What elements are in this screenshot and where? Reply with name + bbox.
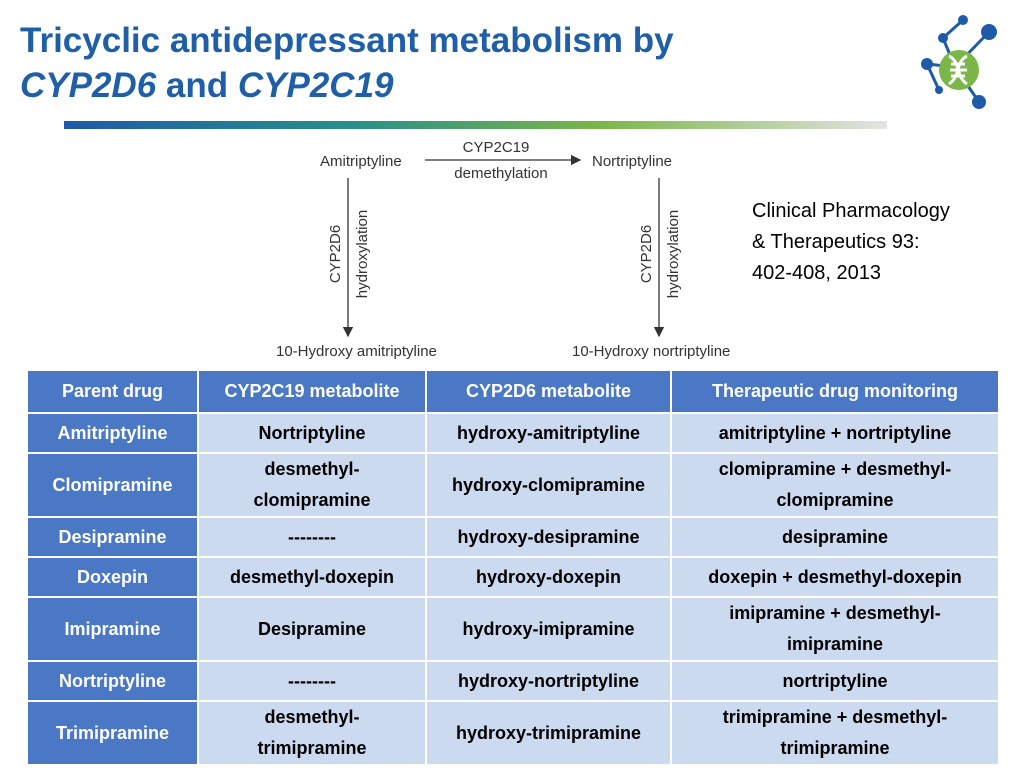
table-row: Desipramine -------- hydroxy-desipramine de… <box>26 516 1000 558</box>
cyp2d6-metabolite-cell: hydroxy-doxepin <box>425 556 672 598</box>
table-row: Doxepin desmethyl-doxepin hydroxy-doxepin d… <box>26 556 1000 598</box>
header-cyp2c19-metabolite: CYP2C19 metabolite <box>197 369 427 414</box>
monitoring-cell: nortriptyline <box>670 660 1000 702</box>
cyp2d6-metabolite-cell: hydroxy-desipramine <box>425 516 672 558</box>
cyp2c19-metabolite-cell: desmethyl-trimipramine <box>197 700 427 766</box>
parent-drug-cell: Doxepin <box>26 556 199 598</box>
header-parent-drug: Parent drug <box>26 369 199 414</box>
parent-drug-cell: Imipramine <box>26 596 199 662</box>
monitoring-cell: trimipramine + desmethyl-trimipramine <box>670 700 1000 766</box>
table-row: Imipramine Desipramine hydroxy-imipramine i… <box>26 596 1000 662</box>
metabolism-diagram: Amitriptyline CYP2C19 demethylation Nort… <box>276 139 730 360</box>
cyp2d6-metabolite-cell: hydroxy-clomipramine <box>425 452 672 518</box>
diagram-hydroxy-demethylated-label: 10-Hydroxy nortriptyline <box>572 343 730 360</box>
table-row: Amitriptyline Nortriptyline hydroxy-amitri… <box>26 412 1000 454</box>
title-gene-cyp2c19: CYP2C19 <box>237 66 394 105</box>
cyp2d6-metabolite-cell: hydroxy-nortriptyline <box>425 660 672 702</box>
table-row: Clomipramine desmethyl-clomipramine hydrox… <box>26 452 1000 518</box>
monitoring-cell: desipramine <box>670 516 1000 558</box>
cyp2c19-metabolite-cell: desmethyl-clomipramine <box>197 452 427 518</box>
diagram-top-enzyme: CYP2C19 <box>463 139 530 156</box>
left-side-enzyme: CYP2D6 <box>327 225 344 283</box>
diagram-parent-label: Amitriptyline <box>320 153 402 170</box>
monitoring-cell: clomipramine + desmethyl-clomipramine <box>670 452 1000 518</box>
header-cyp2d6-metabolite: CYP2D6 metabolite <box>425 369 672 414</box>
right-side-enzyme: CYP2D6 <box>638 225 655 283</box>
cyp2d6-metabolite-cell: hydroxy-trimipramine <box>425 700 672 766</box>
monitoring-cell: imipramine + desmethyl-imipramine <box>670 596 1000 662</box>
cyp2c19-metabolite-cell: -------- <box>197 660 427 702</box>
cyp2c19-metabolite-cell: Nortriptyline <box>197 412 427 454</box>
page-title: Tricyclic antidepressant metabolism by C… <box>20 18 900 108</box>
diagram-demethylated-label: Nortriptyline <box>592 153 672 170</box>
cyp2d6-metabolite-cell: hydroxy-imipramine <box>425 596 672 662</box>
parent-drug-cell: Clomipramine <box>26 452 199 518</box>
right-side-reaction: hydroxylation <box>665 210 682 298</box>
parent-drug-cell: Amitriptyline <box>26 412 199 454</box>
title-divider <box>64 121 887 129</box>
parent-drug-cell: Desipramine <box>26 516 199 558</box>
monitoring-cell: amitriptyline + nortriptyline <box>670 412 1000 454</box>
title-gene-cyp2d6: CYP2D6 <box>20 66 157 105</box>
molecule-logo-icon <box>921 15 997 109</box>
header-therapeutic-monitoring: Therapeutic drug monitoring <box>670 369 1000 414</box>
cyp2c19-metabolite-cell: Desipramine <box>197 596 427 662</box>
citation: Clinical Pharmacology & Therapeutics 93:… <box>752 196 1002 289</box>
diagram-top-reaction: demethylation <box>454 165 547 182</box>
citation-line2: & Therapeutics 93: <box>752 231 920 253</box>
left-side-reaction: hydroxylation <box>354 210 371 298</box>
cyp2c19-metabolite-cell: desmethyl-doxepin <box>197 556 427 598</box>
cyp2d6-metabolite-cell: hydroxy-amitriptyline <box>425 412 672 454</box>
monitoring-cell: doxepin + desmethyl-doxepin <box>670 556 1000 598</box>
parent-drug-cell: Trimipramine <box>26 700 199 766</box>
citation-line3: 402-408, 2013 <box>752 262 882 284</box>
table-header-row: Parent drug CYP2C19 metabolite CYP2D6 me… <box>26 369 1000 414</box>
table-row: Trimipramine desmethyl-trimipramine hydrox… <box>26 700 1000 766</box>
cyp2c19-metabolite-cell: -------- <box>197 516 427 558</box>
parent-drug-cell: Nortriptyline <box>26 660 199 702</box>
title-line1: Tricyclic antidepressant metabolism by <box>20 21 674 60</box>
metabolite-table: Parent drug CYP2C19 metabolite CYP2D6 me… <box>26 369 1000 766</box>
diagram-hydroxy-parent-label: 10-Hydroxy amitriptyline <box>276 343 437 360</box>
title-conjunction: and <box>165 66 229 105</box>
table-row: Nortriptyline -------- hydroxy-nortriptyli… <box>26 660 1000 702</box>
citation-line1: Clinical Pharmacology <box>752 200 950 222</box>
